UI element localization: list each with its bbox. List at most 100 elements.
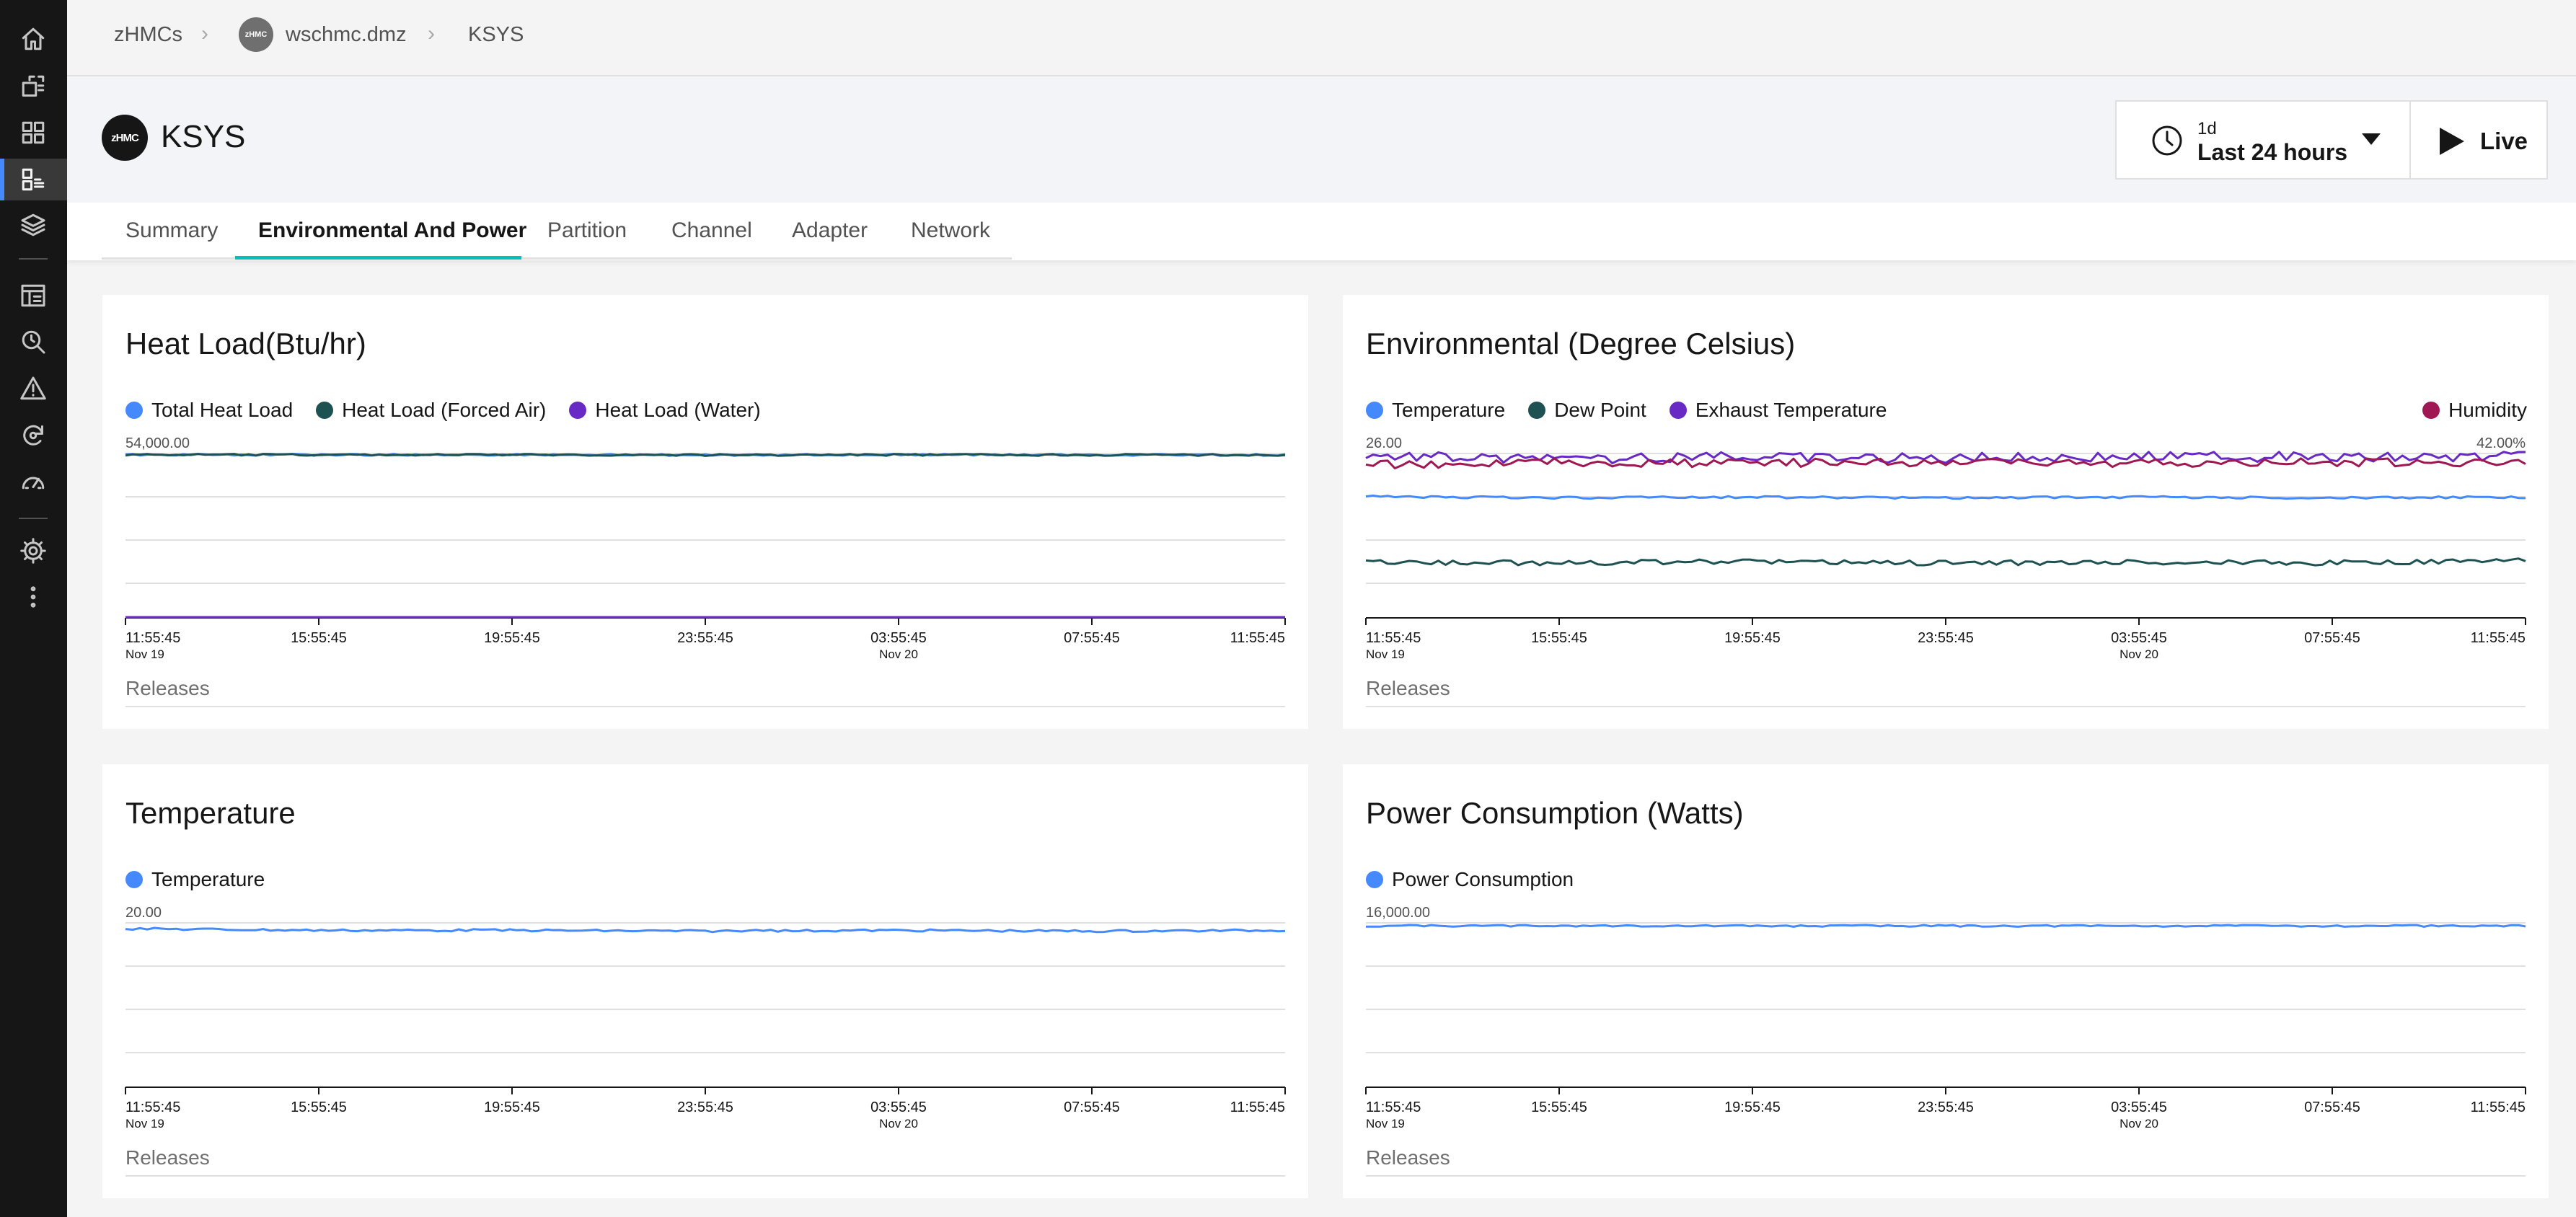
legend-item[interactable]: Exhaust Temperature [1669,399,1887,422]
time-range-label: Last 24 hours [2197,139,2348,165]
x-tick-label: 11:55:45 [1230,630,1285,646]
series-line [1365,451,2526,464]
tab-network[interactable]: Network [911,218,991,242]
rail-active-indicator [0,159,4,200]
settings-icon[interactable] [16,534,50,568]
x-tick-label: 23:55:45 [1918,1099,1974,1115]
topology-icon[interactable] [16,115,50,150]
restart-icon[interactable] [16,418,50,453]
series-line [1365,494,2526,500]
dashboard-icon[interactable] [16,69,50,104]
legend-item[interactable]: Temperature [1366,399,1505,422]
legend-item[interactable]: Power Consumption [1366,868,1574,891]
legend-swatch [125,402,143,419]
chart-card-environmental: Environmental (Degree Celsius) Temperatu… [1343,295,2549,729]
report-icon[interactable] [16,278,50,313]
x-date-label: Nov 19 [125,1117,164,1130]
legend-label: Dew Point [1554,399,1646,421]
chart-title: Heat Load(Btu/hr) [125,327,366,360]
x-date-label: Nov 19 [1366,1117,1405,1130]
warning-icon[interactable] [16,371,50,406]
chart-card-temperature: Temperature Temperature 11:55:45 Nov 19 15… [102,764,1308,1198]
chart-title: Power Consumption (Watts) [1366,796,1744,830]
breadcrumb-item-current: KSYS [468,23,524,46]
series-line [125,453,1286,457]
time-range-dropdown[interactable]: 1d Last 24 hours [2115,100,2411,180]
legend-label: Exhaust Temperature [1695,399,1887,421]
legend-item[interactable]: Temperature [125,868,265,891]
legend-item-right[interactable]: Humidity [2422,397,2527,423]
legend-swatch [1366,402,1383,419]
legend-swatch [125,871,143,888]
releases-divider [1366,1175,2526,1177]
tab-partition[interactable]: Partition [547,218,627,242]
legend-swatch [1528,402,1546,419]
x-tick-label: 19:55:45 [1724,1099,1781,1115]
x-date-label: Nov 20 [2120,1117,2158,1130]
tab-adapter[interactable]: Adapter [792,218,868,242]
live-button[interactable]: Live [2409,100,2548,180]
x-tick-label: 11:55:45 [125,1099,180,1115]
x-tick-label: 11:55:45 [125,630,180,646]
breadcrumb-separator: › [428,22,435,45]
legend-swatch [316,402,334,419]
systems-icon[interactable] [16,162,50,197]
tab-environmental-and-power[interactable]: Environmental And Power [258,218,527,242]
releases-divider [125,1175,1285,1177]
legend-swatch [1669,402,1687,419]
legend-label: Heat Load (Water) [595,399,761,421]
x-tick-label: 15:55:45 [1531,630,1587,646]
y-axis-max-label: 26.00 [1366,435,1402,451]
page-header: zHMC KSYS 1d Last 24 hours Live [67,77,2576,203]
breadcrumb-item-hmc[interactable]: wschmc.dmz [286,23,407,46]
tab-summary[interactable]: Summary [125,218,219,242]
chart-legend: Power Consumption [1366,867,1574,893]
left-nav-rail [0,0,67,1217]
rail-active-highlight [0,159,67,200]
x-tick-label: 23:55:45 [677,1099,733,1115]
legend-item[interactable]: Heat Load (Forced Air) [316,399,546,422]
y2-axis-max-label: 42.00% [2476,435,2526,451]
x-tick-label: 07:55:45 [1064,1099,1120,1115]
chart-card-power-consumption: Power Consumption (Watts) Power Consumpt… [1343,764,2549,1198]
active-tab-indicator [235,256,521,260]
x-date-label: Nov 20 [879,647,918,661]
layers-icon[interactable] [16,208,50,242]
series-line [125,926,1286,934]
series-line [1365,457,2526,469]
releases-divider [125,706,1285,707]
legend-item[interactable]: Dew Point [1528,399,1646,422]
tab-baseline [102,257,1012,260]
x-tick-label: 15:55:45 [291,630,347,646]
chart-legend: Total Heat Load Heat Load (Forced Air) H… [125,397,761,423]
tab-channel[interactable]: Channel [671,218,752,242]
releases-label: Releases [125,1146,210,1169]
releases-label: Releases [1366,677,1450,699]
legend-label: Temperature [1392,399,1506,421]
x-tick-label: 11:55:45 [2471,1099,2526,1115]
legend-label: Humidity [2448,399,2527,421]
play-icon [2440,128,2464,155]
x-tick-label: 11:55:45 [1366,630,1421,646]
gauge-icon[interactable] [16,464,50,499]
x-date-label: Nov 19 [1366,647,1405,661]
overflow-menu-icon[interactable] [16,580,50,614]
search-history-icon[interactable] [16,324,50,359]
x-tick-label: 23:55:45 [1918,630,1974,646]
avatar: zHMC [239,17,273,52]
chart-title: Environmental (Degree Celsius) [1366,327,1796,360]
y-axis-max-label: 20.00 [125,905,162,921]
clock-icon [2150,123,2184,158]
home-icon[interactable] [16,22,50,56]
legend-item[interactable]: Total Heat Load [125,399,293,422]
legend-swatch [1366,871,1383,888]
breadcrumb-item-zhmcs[interactable]: zHMCs [114,23,183,46]
zhmc-logo: zHMC [102,115,148,161]
x-tick-label: 03:55:45 [2111,1099,2167,1115]
breadcrumb-separator: › [201,22,208,45]
legend-swatch [2422,402,2440,419]
legend-item[interactable]: Heat Load (Water) [569,399,761,422]
chart-title: Temperature [125,796,296,830]
